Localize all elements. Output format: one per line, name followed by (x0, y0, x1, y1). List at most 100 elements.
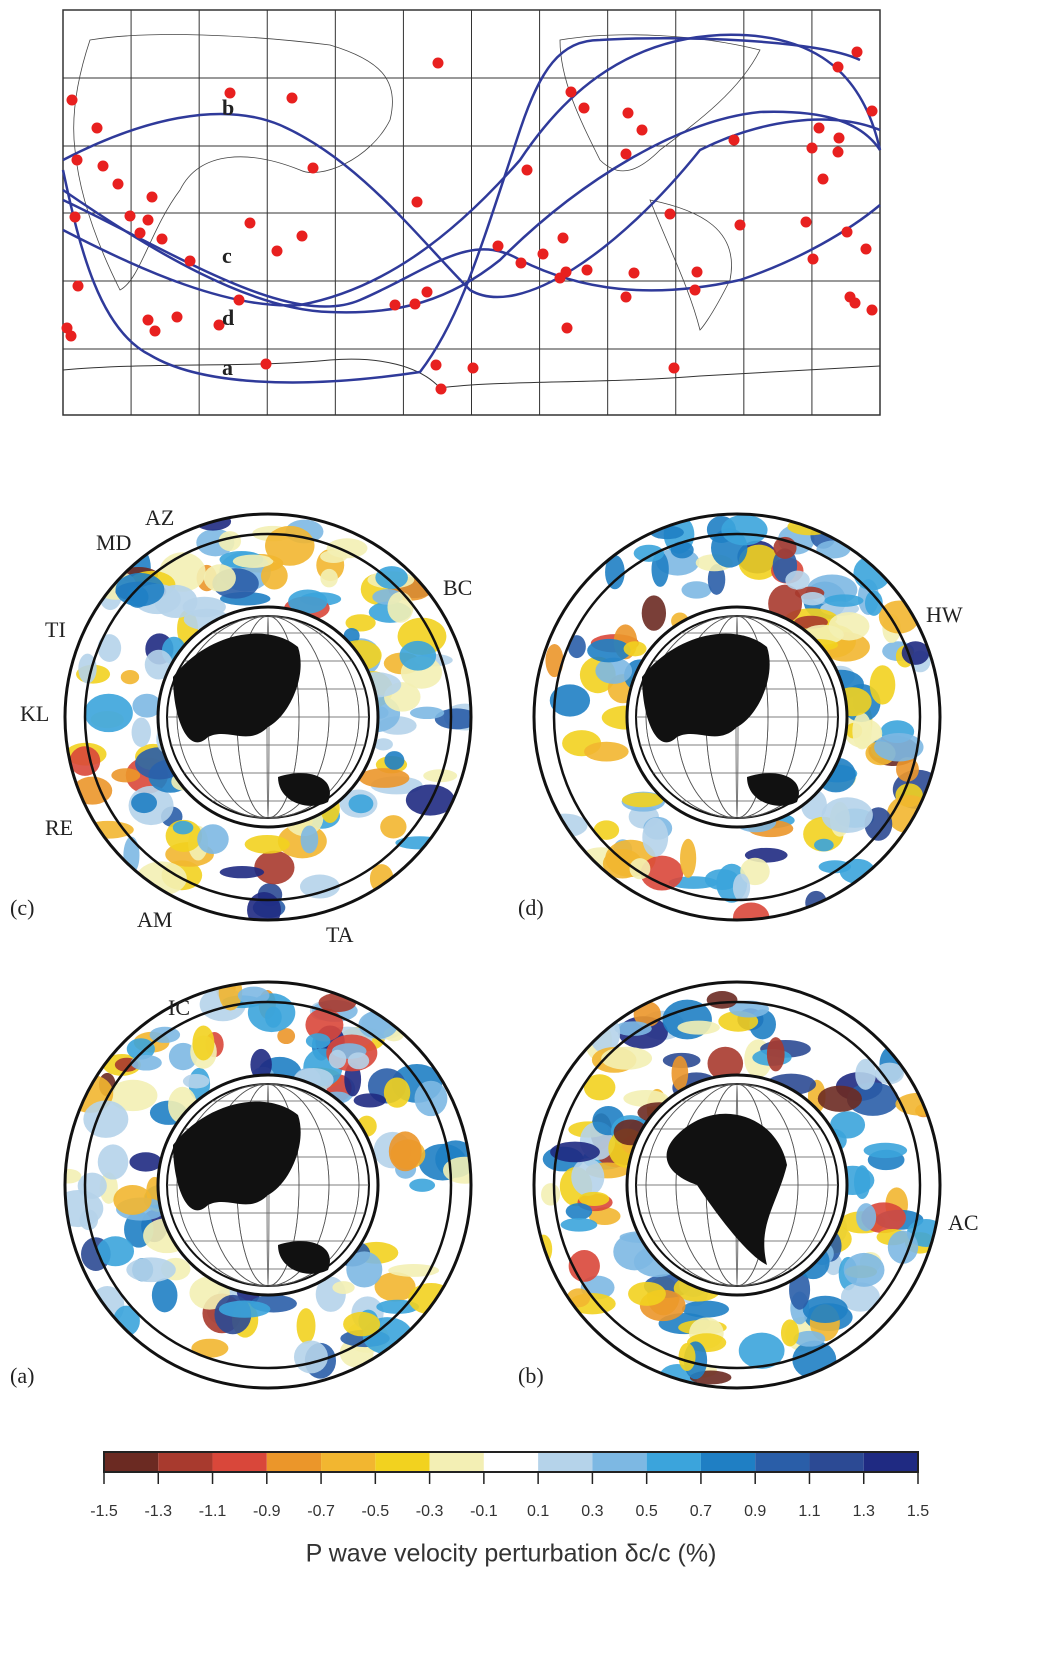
velocity-anomaly (384, 751, 405, 770)
velocity-anomaly (305, 1033, 331, 1049)
velocity-anomaly (244, 834, 290, 854)
velocity-anomaly (721, 514, 768, 546)
velocity-anomaly (409, 1178, 436, 1192)
velocity-anomaly (388, 1131, 422, 1172)
colorbar-segment (158, 1452, 213, 1472)
cross-section (532, 980, 942, 1390)
velocity-anomaly (887, 1230, 919, 1264)
velocity-anomaly (265, 525, 315, 566)
event-marker (124, 210, 136, 222)
velocity-anomaly (388, 1264, 440, 1277)
velocity-anomaly (732, 873, 751, 902)
event-marker (866, 105, 878, 117)
great-circle-path (62, 110, 882, 314)
landmass (642, 633, 799, 806)
velocity-anomaly (380, 815, 407, 839)
velocity-anomaly (126, 1257, 176, 1283)
event-marker (233, 294, 245, 306)
event-marker (691, 266, 703, 278)
panel-label: (a) (10, 1363, 34, 1388)
velocity-anomaly (571, 1158, 605, 1196)
colorbar-segment (429, 1452, 484, 1472)
velocity-anomaly (172, 820, 194, 835)
velocity-anomaly (729, 1000, 770, 1018)
cross-section (63, 512, 473, 922)
velocity-anomaly (237, 986, 270, 1005)
landmass (173, 633, 330, 806)
event-marker (807, 253, 819, 265)
colorbar-tick-label: -0.5 (362, 1503, 390, 1520)
colorbar-tick-label: 1.3 (853, 1503, 875, 1520)
velocity-anomaly (855, 1058, 876, 1090)
velocity-anomaly (802, 1295, 848, 1324)
colorbar-segment (266, 1452, 322, 1472)
event-marker (560, 266, 572, 278)
event-marker (71, 154, 83, 166)
velocity-anomaly (680, 838, 697, 878)
colorbar-tick-label: -0.3 (416, 1503, 444, 1520)
velocity-anomaly (83, 1100, 129, 1138)
panel-label: (c) (10, 895, 34, 920)
velocity-anomaly (681, 581, 712, 599)
velocity-anomaly (97, 634, 122, 662)
event-marker (213, 319, 225, 331)
event-marker (734, 219, 746, 231)
velocity-anomaly (816, 540, 851, 559)
velocity-anomaly (677, 1020, 720, 1035)
event-marker (866, 304, 878, 316)
event-marker (620, 148, 632, 160)
velocity-anomaly (343, 1311, 381, 1337)
velocity-anomaly (264, 1006, 282, 1028)
event-marker (622, 107, 634, 119)
outer-ring (63, 512, 473, 922)
velocity-anomaly (113, 1184, 152, 1215)
event-marker (142, 314, 154, 326)
velocity-anomaly (681, 1300, 730, 1318)
velocity-anomaly (353, 1093, 387, 1108)
landmass (666, 1113, 787, 1265)
velocity-anomaly (320, 550, 348, 564)
outer-ring (532, 512, 942, 922)
station-label: RE (45, 815, 73, 840)
event-marker (72, 280, 84, 292)
velocity-anomaly (706, 991, 738, 1009)
colorbar-segment (538, 1452, 593, 1472)
ring (552, 1000, 922, 1370)
colorbar-tick-label: 0.1 (527, 1503, 549, 1520)
event-marker (432, 57, 444, 69)
velocity-anomaly (853, 555, 891, 591)
velocity-anomaly (409, 706, 445, 720)
coastline (73, 34, 393, 291)
event-marker (97, 160, 109, 172)
velocity-anomaly (584, 741, 629, 762)
velocity-anomaly (840, 1282, 880, 1312)
velocity-anomaly (541, 1183, 561, 1206)
colorbar-tick-label: -1.1 (199, 1503, 227, 1520)
event-marker (224, 87, 236, 99)
event-marker (813, 122, 825, 134)
velocity-anomaly (260, 562, 288, 590)
velocity-anomaly (588, 1207, 621, 1226)
event-marker (521, 164, 533, 176)
velocity-anomaly (108, 1079, 158, 1112)
velocity-anomaly (583, 1074, 616, 1101)
event-marker (664, 208, 676, 220)
velocity-anomaly (299, 874, 340, 899)
event-marker (628, 267, 640, 279)
event-marker (851, 46, 863, 58)
velocity-anomaly (605, 554, 625, 590)
velocity-anomaly (374, 1272, 416, 1302)
velocity-anomaly (126, 586, 149, 608)
velocity-anomaly (126, 1038, 155, 1060)
event-marker (271, 245, 283, 257)
great-circle-path (62, 198, 881, 308)
velocity-anomaly (641, 595, 667, 631)
velocity-anomaly (305, 1008, 344, 1042)
velocity-anomaly (852, 712, 872, 750)
ring (83, 532, 453, 902)
velocity-anomaly (869, 665, 896, 705)
event-marker (800, 216, 812, 228)
velocity-anomaly (130, 1054, 162, 1071)
velocity-anomaly (817, 1085, 862, 1112)
station-label: AZ (145, 505, 174, 530)
